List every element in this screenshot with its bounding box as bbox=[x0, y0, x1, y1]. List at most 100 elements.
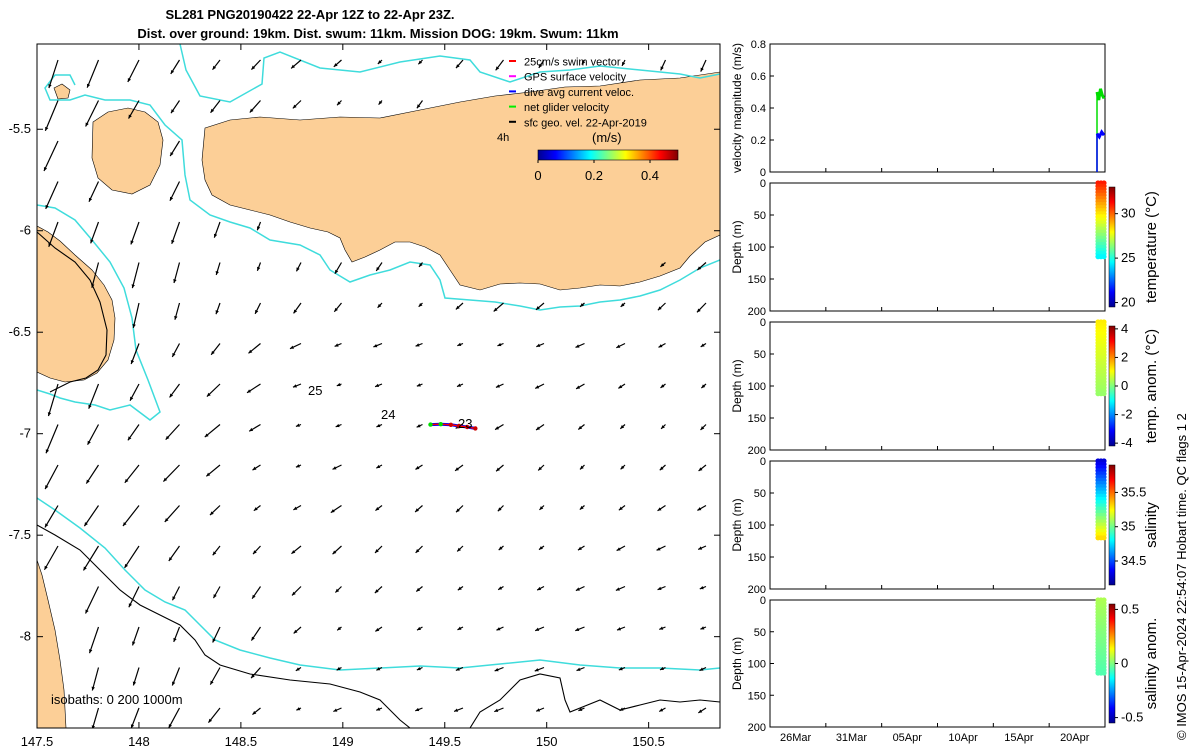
panel-y-tick-label: 150 bbox=[748, 552, 766, 564]
map-y-tick-label: -5.5 bbox=[9, 121, 31, 136]
velocity-arrow bbox=[416, 383, 423, 387]
velocity-arrow bbox=[615, 585, 626, 591]
velocity-arrow bbox=[416, 626, 423, 631]
colorbar-tick-label: 25 bbox=[1121, 250, 1135, 265]
colorbar-tick-label: 35 bbox=[1121, 519, 1135, 534]
velocity-arrow bbox=[250, 59, 261, 71]
track-point bbox=[473, 426, 478, 431]
panel-salinity: 0 50 100 150 200 Depth (m) 35.5 35 34.5 salinity bbox=[730, 456, 1160, 596]
velocity-arrow bbox=[660, 383, 666, 389]
panel-y-tick-label: 50 bbox=[754, 210, 766, 222]
velocity-arrow bbox=[494, 666, 504, 672]
velocity-arrow bbox=[660, 262, 666, 268]
velocity-arrow bbox=[375, 262, 383, 272]
velocity-arrow bbox=[292, 100, 302, 109]
panel-y-tick-label: 200 bbox=[748, 445, 766, 457]
velocity-arrow bbox=[292, 383, 302, 388]
velocity-arrow bbox=[336, 666, 342, 671]
velocity-arrow bbox=[700, 424, 707, 431]
velocity-arrow bbox=[83, 505, 99, 527]
colorbar-tick-label: 0.4 bbox=[641, 168, 659, 183]
legend-entry-label: net glider velocity bbox=[524, 102, 609, 114]
velocity-arrow bbox=[457, 626, 464, 631]
velocity-arrow bbox=[579, 464, 585, 470]
panel-y-tick-label: 150 bbox=[748, 690, 766, 702]
velocity-arrow bbox=[538, 545, 545, 551]
velocity-arrow bbox=[127, 424, 140, 441]
map-ticks: 147.5 148 148.5 149 149.5 150 150.5 -5.5 -6 -6.5 -… bbox=[9, 44, 720, 749]
velocity-arrow bbox=[128, 100, 140, 119]
velocity-arrow bbox=[659, 666, 666, 671]
figure-title: SL281 PNG20190422 22-Apr 12Z to 22-Apr 2… bbox=[165, 7, 454, 22]
track-point bbox=[456, 423, 462, 429]
land-small-island bbox=[53, 83, 71, 100]
velocity-arrow bbox=[660, 59, 667, 71]
velocity-arrow bbox=[656, 545, 666, 551]
velocity-arrow bbox=[535, 707, 545, 712]
isobath-200m bbox=[37, 44, 720, 671]
profile-point bbox=[1101, 391, 1107, 397]
velocity-arrow bbox=[658, 342, 666, 348]
panel-y-tick-label: 100 bbox=[748, 242, 766, 254]
velocity-arrow bbox=[206, 383, 221, 397]
velocity-arrow bbox=[250, 667, 261, 679]
velocity-arrow bbox=[248, 343, 261, 354]
figure-subtitle: Dist. over ground: 19km. Dist. swum: 11k… bbox=[137, 26, 618, 41]
velocity-arrow bbox=[293, 626, 302, 634]
velocity-arrow bbox=[291, 586, 302, 596]
velocity-arrow bbox=[333, 302, 342, 313]
velocity-arrow bbox=[659, 464, 666, 471]
velocity-arrow bbox=[534, 626, 545, 632]
colorbar-tick-label: 2 bbox=[1121, 349, 1128, 364]
panel-ylabel: Depth (m) bbox=[730, 498, 744, 551]
velocity-arrow bbox=[616, 545, 626, 552]
velocity-arrow bbox=[295, 423, 302, 428]
velocity-arrow bbox=[213, 221, 221, 238]
time-axis-tick-label: 31Mar bbox=[836, 732, 868, 744]
velocity-arrow bbox=[495, 464, 504, 472]
velocity-arrow bbox=[122, 505, 140, 527]
panel-frame bbox=[769, 599, 1106, 728]
velocity-arrow bbox=[246, 383, 261, 394]
time-axis-tick-label: 26Mar bbox=[780, 732, 812, 744]
velocity-arrow bbox=[657, 302, 666, 311]
map-legend: 25cm/s swim vector GPS surface velocity di… bbox=[509, 57, 679, 183]
isobath-note: isobaths: 0 200 1000m bbox=[51, 692, 183, 707]
velocity-arrow bbox=[378, 100, 383, 105]
isobath-1000m bbox=[37, 231, 720, 728]
velocity-arrow bbox=[169, 383, 180, 398]
velocity-arrow bbox=[174, 302, 181, 320]
velocity-arrow bbox=[699, 585, 707, 590]
contour-label-25: 25 bbox=[308, 383, 322, 398]
velocity-arrow bbox=[293, 504, 302, 511]
velocity-arrow bbox=[289, 342, 302, 350]
velocity-arrow bbox=[418, 302, 423, 308]
velocity-arrow bbox=[494, 707, 504, 713]
velocity-arrow bbox=[495, 383, 504, 388]
velocity-arrow bbox=[581, 59, 586, 65]
panel-ylabel: Depth (m) bbox=[730, 359, 744, 412]
velocity-arrow bbox=[210, 343, 221, 356]
panel-y-tick-label: 0.6 bbox=[751, 71, 766, 83]
speed-colorbar bbox=[537, 149, 679, 161]
velocity-arrow bbox=[48, 59, 59, 89]
velocity-arrow bbox=[85, 100, 100, 127]
velocity-arrow bbox=[373, 342, 383, 348]
velocity-arrow bbox=[250, 626, 261, 641]
velocity-arrow bbox=[48, 221, 59, 247]
velocity-arrow bbox=[618, 505, 626, 511]
velocity-arrow bbox=[91, 262, 100, 288]
velocity-arrow bbox=[535, 424, 545, 431]
velocity-arrow bbox=[332, 545, 342, 555]
velocity-arrow bbox=[578, 707, 585, 712]
panel-y-tick-label: 0.4 bbox=[751, 103, 766, 115]
colorbar-tick-label: 4 bbox=[1121, 321, 1128, 336]
velocity-arrow bbox=[171, 221, 181, 245]
velocity-arrow bbox=[376, 666, 383, 671]
velocity-series-line bbox=[1095, 88, 1106, 101]
velocity-arrow bbox=[497, 585, 504, 591]
colorbar-title: (m/s) bbox=[592, 130, 622, 145]
velocity-arrow bbox=[496, 626, 504, 631]
velocity-arrow bbox=[86, 59, 100, 88]
